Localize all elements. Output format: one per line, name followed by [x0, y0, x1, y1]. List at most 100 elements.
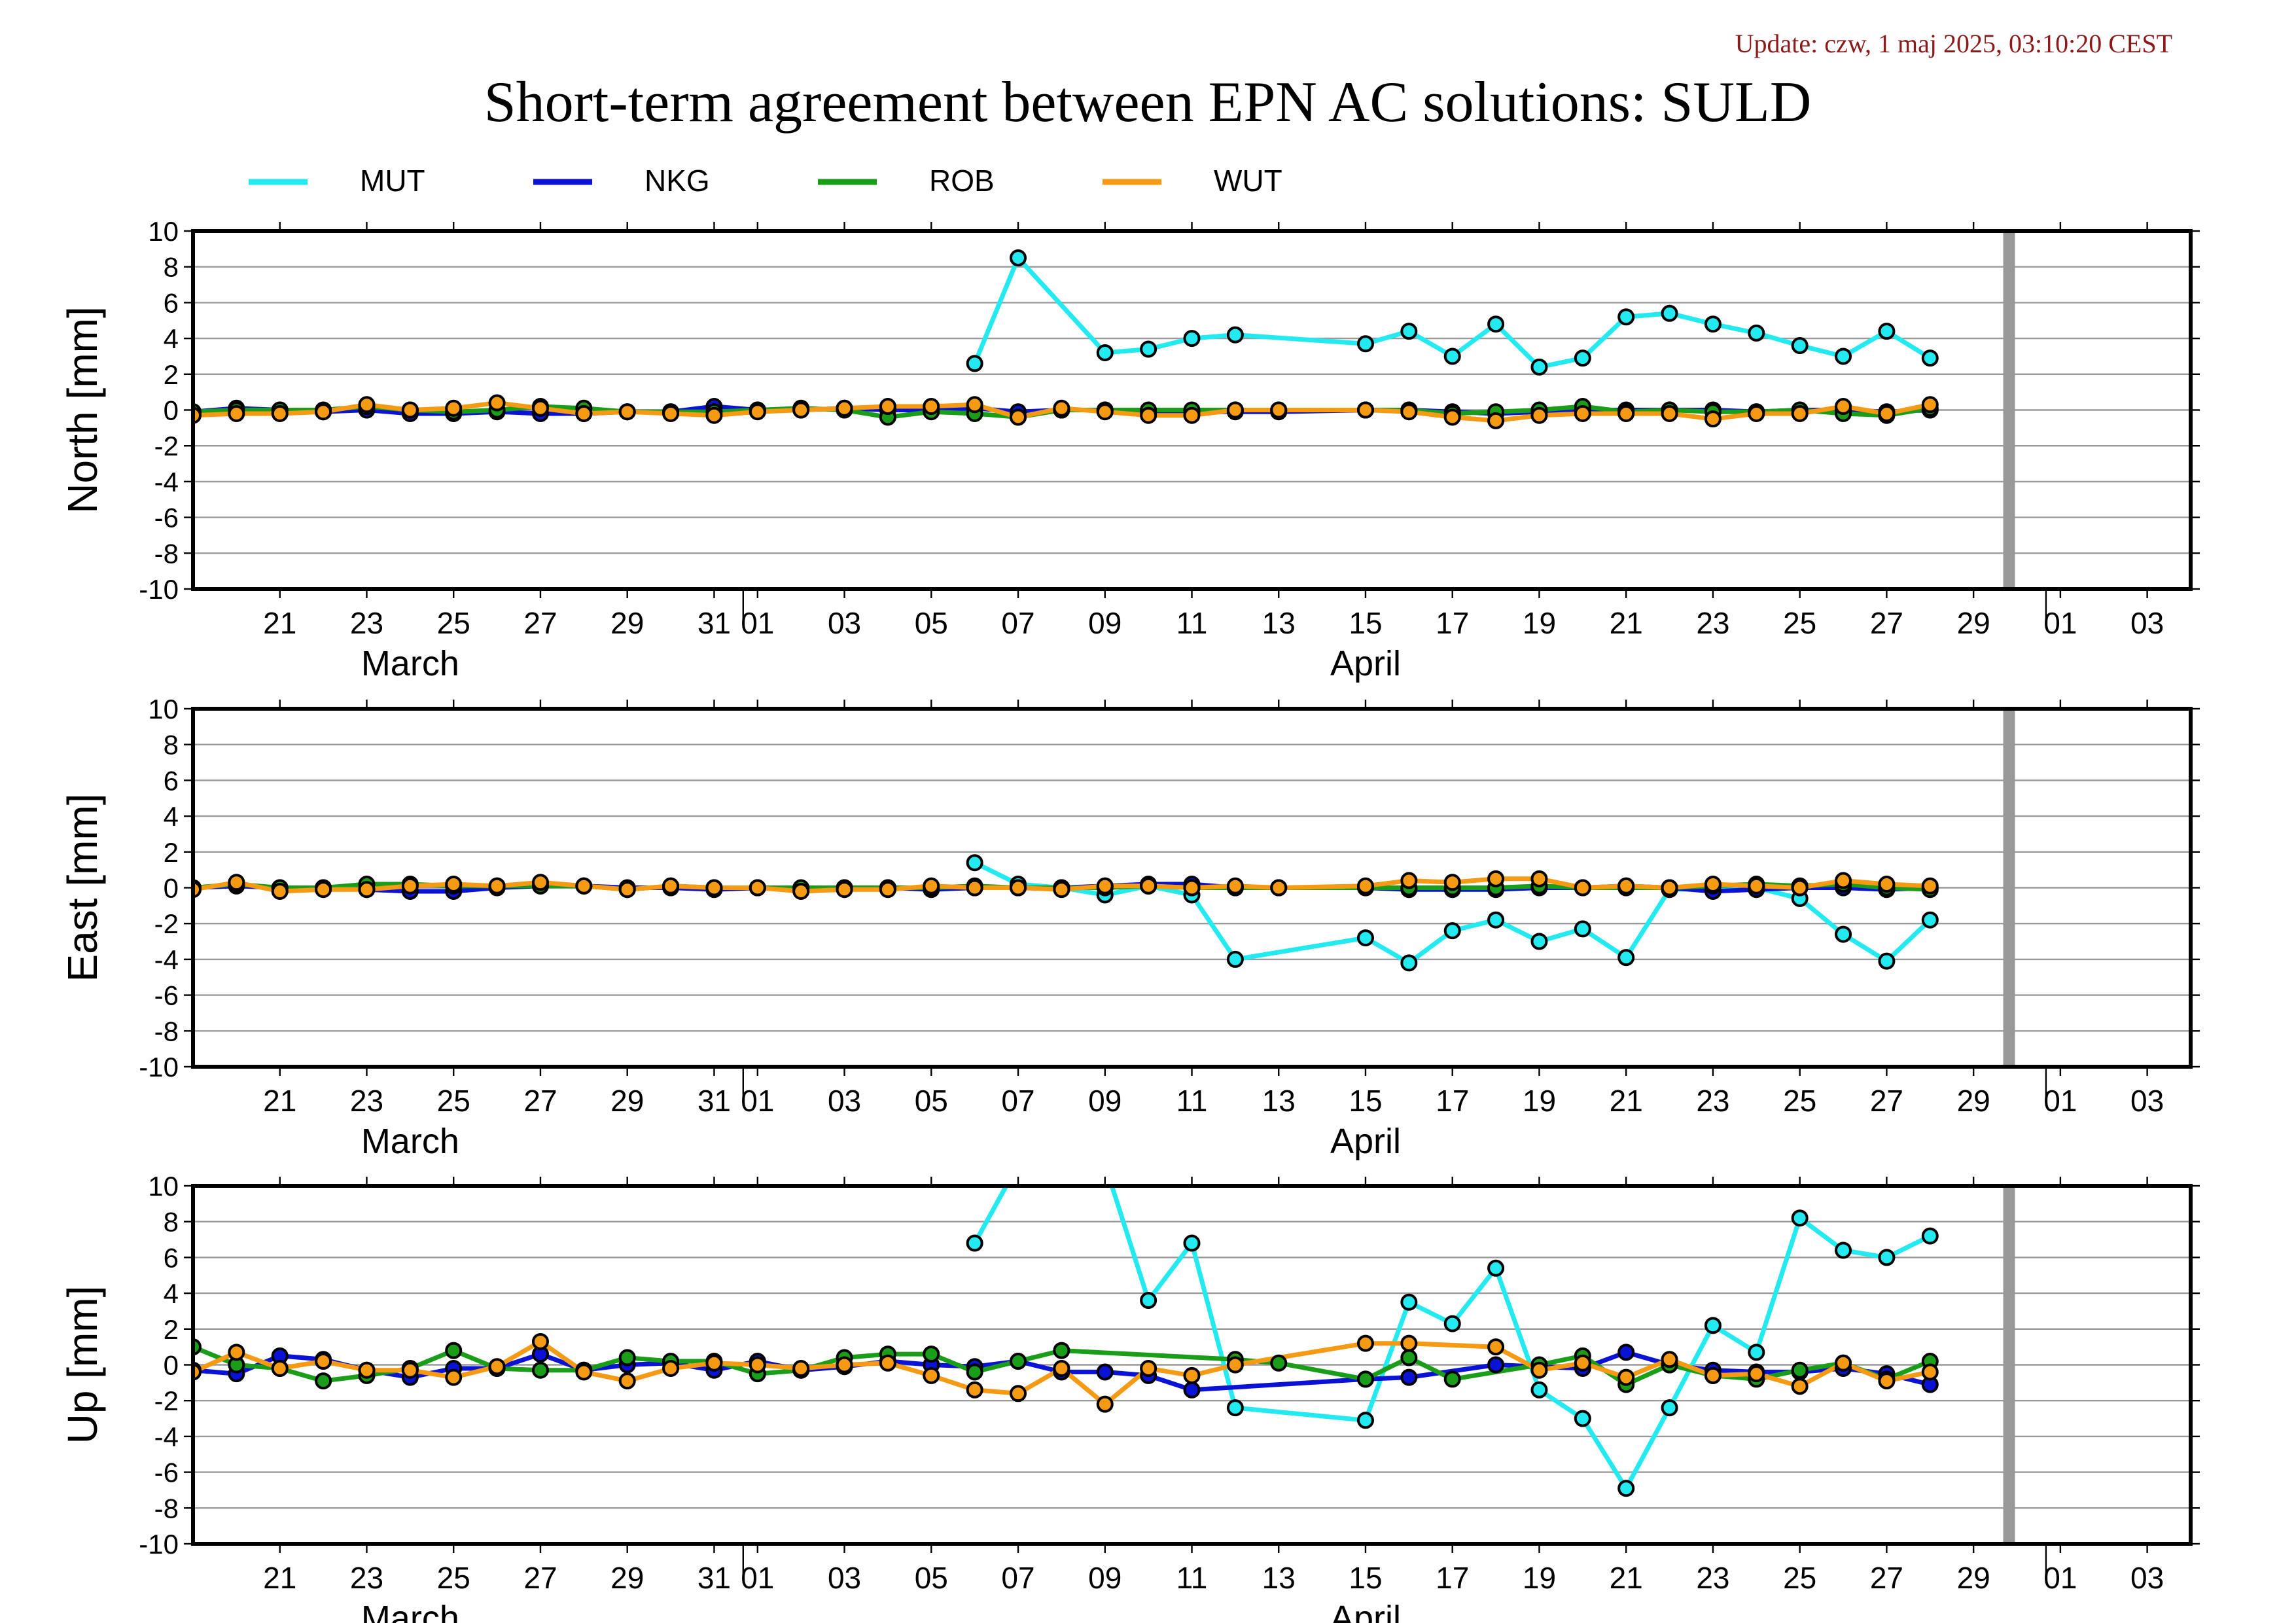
- data-point-rob: [445, 1342, 463, 1359]
- data-point-rob: [1356, 1370, 1374, 1388]
- data-point-rob: [618, 1349, 636, 1366]
- data-point-nkg: [1617, 1344, 1635, 1361]
- data-point-wut: [1835, 398, 1852, 416]
- y-tick-label: 10: [148, 1171, 179, 1202]
- data-point-rob: [1443, 1370, 1461, 1388]
- data-point-mut: [1356, 1412, 1374, 1429]
- y-tick-label: -6: [154, 503, 179, 533]
- x-tick-label: 19: [1523, 1084, 1556, 1118]
- data-point-mut: [1791, 337, 1809, 355]
- data-point-wut: [1183, 1366, 1201, 1384]
- data-point-wut: [358, 881, 376, 899]
- data-point-wut: [923, 398, 940, 416]
- data-point-wut: [836, 1356, 853, 1374]
- data-point-wut: [1878, 404, 1896, 422]
- data-point-wut: [531, 1332, 549, 1350]
- data-point-wut: [923, 1366, 940, 1384]
- plot-frame: [191, 229, 2193, 591]
- data-point-wut: [879, 398, 896, 416]
- data-point-mut: [1443, 1315, 1461, 1332]
- data-point-mut: [1835, 348, 1852, 365]
- data-point-wut: [271, 882, 289, 900]
- data-point-wut: [1487, 870, 1505, 887]
- data-point-wut: [531, 874, 549, 891]
- data-point-rob: [531, 1361, 549, 1379]
- x-tick-label: 17: [1436, 606, 1469, 640]
- data-point-wut: [401, 401, 419, 419]
- y-tick-label: 2: [164, 1314, 179, 1345]
- data-point-wut: [1010, 1385, 1027, 1402]
- month-label-april: April: [1330, 644, 1401, 683]
- panel-up: 10 8 6 4 2 0 -2 -4 -6 -8 -10 21 23 25 27 29 31 01 03 05 07 09…: [59, 1157, 2200, 1623]
- y-tick-label: -2: [154, 908, 179, 939]
- data-point-mut: [1183, 330, 1201, 348]
- plot-frame: [191, 1184, 2193, 1546]
- data-point-wut: [575, 404, 593, 422]
- y-tick-label: 4: [164, 1278, 179, 1309]
- data-point-mut: [1226, 1399, 1244, 1417]
- data-point-wut: [1487, 412, 1505, 429]
- data-point-mut: [1226, 326, 1244, 344]
- x-tick-label: 21: [1610, 1561, 1643, 1595]
- data-point-wut: [1530, 870, 1548, 887]
- y-tick-label: 2: [164, 359, 179, 390]
- data-point-mut: [1443, 348, 1461, 365]
- data-point-wut: [705, 1354, 723, 1372]
- data-point-wut: [1878, 876, 1896, 893]
- data-point-wut: [1053, 1359, 1070, 1377]
- y-tick-label: -10: [139, 1052, 179, 1082]
- data-point-wut: [1748, 404, 1765, 422]
- y-tick-label: 0: [164, 873, 179, 904]
- data-point-wut: [1010, 879, 1027, 897]
- data-point-wut: [1356, 877, 1374, 895]
- data-point-mut: [1400, 1293, 1418, 1311]
- data-point-mut: [1748, 324, 1765, 342]
- series-line-mut: [972, 1186, 1933, 1491]
- data-point-wut: [1574, 879, 1591, 897]
- data-point-rob: [1053, 1342, 1070, 1359]
- data-point-wut: [879, 881, 896, 899]
- y-tick-label: -8: [154, 538, 179, 569]
- x-tick-label: 27: [1870, 606, 1903, 640]
- y-tick-label: 4: [164, 323, 179, 354]
- y-tick-label: -4: [154, 1421, 179, 1452]
- data-point-wut: [705, 406, 723, 424]
- y-tick-label: 10: [148, 694, 179, 724]
- data-point-wut: [358, 1361, 376, 1379]
- data-point-wut: [1226, 1356, 1244, 1374]
- data-point-mut: [1010, 249, 1027, 267]
- data-point-rob: [1270, 1354, 1288, 1372]
- legend-label-mut: MUT: [360, 164, 425, 198]
- data-point-wut: [1400, 1334, 1418, 1352]
- x-tick-label: 07: [1001, 1561, 1034, 1595]
- data-point-mut: [1487, 1259, 1505, 1277]
- x-tick-label: 01: [2043, 1084, 2077, 1118]
- data-point-wut: [1400, 403, 1418, 421]
- y-tick-label: -2: [154, 1385, 179, 1416]
- y-tick-label: -4: [154, 944, 179, 975]
- data-point-mut: [1011, 1157, 1025, 1171]
- x-tick-label: 13: [1262, 606, 1296, 640]
- data-point-wut: [1140, 406, 1157, 424]
- data-point-wut: [358, 396, 376, 414]
- data-point-wut: [445, 399, 463, 417]
- x-tick-label: 31: [698, 1561, 731, 1595]
- data-point-wut: [1530, 406, 1548, 424]
- x-tick-label: 21: [1610, 1084, 1643, 1118]
- data-point-mut: [1921, 1227, 1939, 1245]
- data-point-wut: [1748, 877, 1765, 895]
- data-point-wut: [1183, 879, 1201, 897]
- data-point-wut: [1487, 1338, 1505, 1356]
- data-point-wut: [315, 403, 332, 421]
- x-tick-label: 23: [350, 606, 383, 640]
- x-tick-label: 29: [1957, 1561, 1990, 1595]
- x-tick-label: 25: [437, 1084, 470, 1118]
- x-tick-label: 09: [1088, 1561, 1122, 1595]
- y-tick-label: -8: [154, 1016, 179, 1046]
- series-line-wut: [193, 401, 1933, 423]
- data-point-wut: [749, 403, 766, 421]
- data-point-wut: [445, 876, 463, 893]
- data-point-mut: [1617, 308, 1635, 326]
- x-tick-label: 05: [915, 606, 948, 640]
- y-tick-label: 0: [164, 395, 179, 426]
